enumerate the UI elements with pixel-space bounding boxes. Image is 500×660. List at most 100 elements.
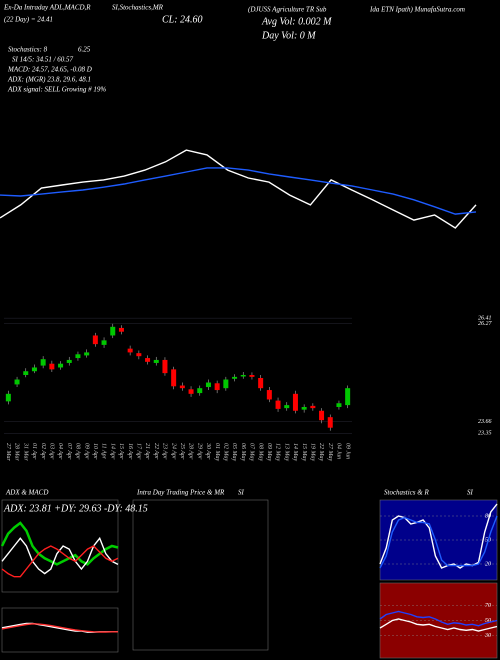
x-tick-label: 02 May: [222, 443, 228, 461]
x-tick-label: 09 May: [266, 443, 272, 461]
y-tick-label: 26.41: [478, 315, 492, 322]
candle-body: [214, 383, 220, 391]
candle-body: [223, 379, 229, 389]
candle-body: [110, 326, 116, 336]
series-line: [0, 167, 477, 215]
candle-body: [310, 405, 316, 409]
panel-title: Intra Day Trading Price & MR: [136, 489, 225, 497]
x-tick-label: 13 May: [283, 443, 289, 461]
x-tick-label: 27 May: [327, 443, 333, 461]
candle-body: [5, 393, 11, 402]
candle-body: [301, 407, 307, 410]
candle-body: [240, 375, 246, 377]
x-tick-label: 10 Apr: [92, 443, 98, 460]
candle-body: [205, 382, 211, 388]
candle-body: [23, 371, 29, 375]
panel-annotation: ADX: 23.81 +DY: 29.63 -DY: 48.15: [3, 503, 148, 514]
x-tick-label: 17 Apr: [135, 443, 141, 460]
candle-body: [101, 340, 107, 345]
series-line: [0, 521, 119, 566]
candle-body: [31, 367, 37, 372]
header-text: SI,Stochastics,MR: [112, 4, 164, 12]
header-text: Avg Vol: 0.002 M: [261, 16, 332, 27]
header-text: 6.25: [78, 46, 91, 54]
header-text: Stochastics: 8: [8, 46, 48, 54]
x-tick-label: 14 Apr: [109, 443, 116, 460]
candle-body: [84, 352, 90, 356]
x-tick-label: 31 Mar: [22, 442, 28, 461]
candle-body: [14, 379, 20, 385]
candle-body: [292, 393, 298, 411]
panel-subtitle: SI: [467, 489, 474, 497]
series-line: [0, 149, 477, 229]
candle-body: [197, 388, 203, 394]
x-tick-label: 06 May: [240, 443, 246, 461]
panel-frame: [132, 499, 269, 651]
candle-body: [58, 363, 64, 368]
series-line: [1, 623, 118, 633]
x-tick-label: 09 Jun: [344, 443, 350, 459]
x-tick-label: 11 Apr: [101, 443, 107, 460]
y-tick-label: 23.35: [478, 431, 492, 437]
x-tick-label: 30 Apr: [205, 442, 211, 460]
x-tick-label: 22 Apr: [153, 443, 159, 460]
x-tick-label: 04 Apr: [57, 443, 64, 460]
header-text: Day Vol: 0 M: [261, 30, 316, 41]
candle-body: [92, 335, 98, 345]
x-tick-label: 15 May: [301, 443, 307, 461]
header-text: ADX signal: SELL Growing # 19%: [7, 86, 106, 94]
candle-body: [75, 354, 81, 359]
y-tick-label: 80: [485, 513, 491, 519]
candle-body: [327, 417, 333, 428]
x-tick-label: 02 Apr: [40, 443, 46, 460]
candle-body: [171, 369, 177, 387]
series-line: [1, 536, 119, 575]
header-text: (22 Day) = 24.41: [4, 16, 53, 24]
series-line: [379, 610, 498, 627]
series-line: [379, 515, 498, 569]
candle-body: [319, 410, 325, 421]
candle-body: [266, 390, 272, 400]
x-tick-label: 23 Apr: [162, 443, 168, 460]
x-tick-label: 14 May: [292, 443, 299, 461]
x-tick-label: 21 Apr: [144, 443, 150, 460]
candle-body: [40, 359, 46, 366]
x-tick-label: 16 Apr: [127, 443, 133, 460]
x-tick-label: 04 Jun: [336, 443, 343, 459]
series-line: [379, 503, 498, 569]
x-tick-label: 24 Apr: [170, 443, 177, 460]
candle-body: [162, 359, 168, 374]
header-text: Ex-Da Intraday ADL,MACD,R: [3, 4, 91, 12]
candle-body: [188, 389, 194, 394]
x-tick-label: 22 May: [318, 443, 324, 461]
candle-body: [258, 378, 264, 389]
candle-body: [249, 375, 255, 377]
x-tick-label: 09 Apr: [83, 443, 89, 460]
candle-body: [66, 359, 72, 363]
x-tick-label: 12 May: [275, 443, 281, 461]
x-tick-label: 28 Apr: [188, 443, 194, 460]
x-tick-label: 07 Apr: [66, 443, 72, 460]
x-tick-label: 15 Apr: [118, 443, 124, 460]
candle-body: [336, 403, 342, 407]
candle-body: [49, 363, 55, 370]
header-text: CL: 24.60: [162, 14, 203, 25]
x-tick-label: 07 May: [249, 443, 255, 461]
candle-body: [275, 400, 281, 409]
header-text: Ida ETN Ipath) MunafaSutra.com: [369, 6, 465, 14]
candle-body: [284, 405, 290, 409]
x-tick-label: 08 May: [257, 443, 263, 461]
x-tick-label: 05 May: [231, 443, 237, 461]
x-tick-label: 08 Apr: [75, 443, 81, 460]
header-text: ADX: (MGR) 23.8, 29.6, 48.1: [7, 76, 91, 84]
header-text: MACD: 24.57, 24.65, -0.08 D: [7, 66, 92, 74]
candle-body: [232, 376, 238, 379]
candle-body: [118, 327, 124, 332]
header-text: SI 14/5: 34.51 / 60.57: [12, 56, 74, 64]
candle-body: [136, 353, 142, 357]
candle-body: [153, 359, 159, 363]
candle-body: [145, 358, 151, 362]
panel-title: Stochastics & R: [384, 489, 429, 497]
header-text: (DJUSS Agriculture TR Sub: [248, 6, 327, 14]
